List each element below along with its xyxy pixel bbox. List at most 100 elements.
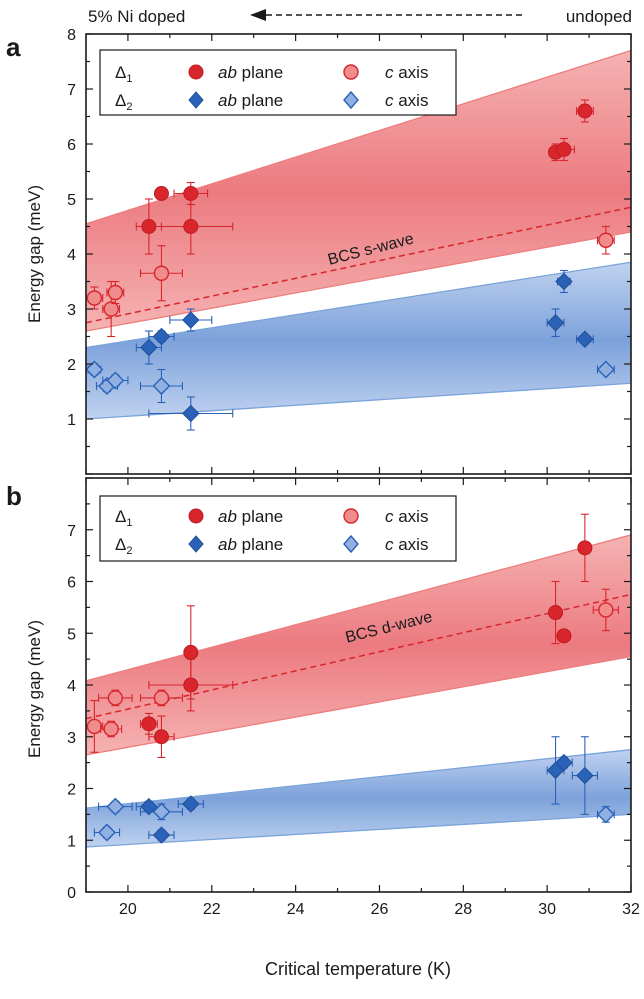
data-point-group bbox=[148, 715, 175, 759]
data-point-group bbox=[546, 308, 565, 338]
data-point-circle bbox=[183, 219, 199, 234]
delta2-band-upper-edge bbox=[86, 749, 631, 809]
data-point-diamond bbox=[106, 797, 125, 816]
data-point-circle bbox=[141, 716, 157, 732]
data-point-diamond bbox=[555, 272, 573, 291]
data-point-group bbox=[554, 753, 573, 772]
data-point-group bbox=[139, 802, 183, 821]
y-tick-label: 6 bbox=[67, 137, 76, 154]
data-point-diamond bbox=[182, 795, 200, 813]
legend-d2-c-label: c axis bbox=[385, 535, 428, 554]
data-point-group bbox=[93, 823, 121, 842]
legend-marker-d1-ab bbox=[188, 508, 204, 524]
data-point-diamond bbox=[106, 371, 125, 390]
y-tick-label: 7 bbox=[67, 82, 76, 99]
axis-ticks: 20 22 24 26 28 30 32 0 1 2 3 4 5 6 7 bbox=[67, 477, 640, 918]
delta1-band-lower-edge bbox=[86, 655, 631, 756]
y-tick-label: 1 bbox=[67, 412, 76, 429]
data-point-group bbox=[592, 588, 619, 632]
data-point-group bbox=[183, 605, 199, 700]
y-tick-label: 6 bbox=[67, 575, 76, 592]
data-point-group bbox=[98, 689, 133, 707]
legend-d2-ab-label: ab plane bbox=[218, 535, 283, 554]
delta1-band-lower-edge bbox=[86, 231, 631, 332]
data-point-group bbox=[148, 327, 175, 346]
data-point-group bbox=[139, 712, 158, 735]
y-tick-label: 3 bbox=[67, 730, 76, 747]
legend-marker-d2-c bbox=[343, 90, 359, 110]
data-point-group bbox=[555, 269, 573, 294]
legend-d2-c-label: c axis bbox=[385, 91, 428, 110]
data-point-diamond bbox=[97, 823, 116, 842]
doping-header: 5% Ni doped undoped bbox=[88, 7, 632, 26]
delta2-confidence-band bbox=[86, 749, 631, 847]
panel-b: b 20 22 24 26 28 30 32 0 1 2 3 4 5 6 7 Energy gap (meV… bbox=[6, 477, 640, 918]
y-tick-label: 0 bbox=[67, 885, 76, 902]
data-point-group bbox=[148, 826, 175, 844]
y-tick-label: 3 bbox=[67, 302, 76, 319]
data-point-circle bbox=[86, 718, 103, 735]
data-point-group bbox=[86, 360, 104, 379]
x-tick-label: 22 bbox=[203, 901, 221, 918]
legend-box bbox=[99, 49, 457, 116]
data-point-circle bbox=[598, 232, 614, 248]
delta2-band-upper-edge bbox=[86, 261, 631, 349]
delta2-confidence-band bbox=[86, 262, 631, 419]
x-tick-label: 20 bbox=[119, 901, 137, 918]
data-point-circle bbox=[556, 628, 572, 644]
delta1-band-upper-edge bbox=[86, 534, 631, 682]
data-point-diamond bbox=[546, 314, 565, 332]
legend-marker-d1-c bbox=[343, 64, 359, 80]
data-point-group bbox=[139, 689, 183, 707]
data-point-diamond bbox=[140, 338, 158, 357]
data-point-diamond bbox=[555, 753, 573, 772]
data-point-diamond bbox=[152, 802, 171, 821]
data-point-circle bbox=[103, 721, 119, 737]
legend-box bbox=[99, 495, 457, 562]
data-point-group bbox=[548, 580, 564, 645]
x-tick-label: 30 bbox=[538, 901, 556, 918]
y-tick-label: 2 bbox=[67, 357, 76, 374]
data-point-group bbox=[139, 368, 183, 404]
data-point-group bbox=[577, 513, 593, 583]
data-point-circle bbox=[548, 605, 564, 621]
x-tick-label: 26 bbox=[371, 901, 389, 918]
x-tick-label: 24 bbox=[287, 901, 305, 918]
y-tick-label: 5 bbox=[67, 192, 76, 209]
data-point-diamond bbox=[152, 826, 171, 844]
data-point-circle bbox=[86, 290, 103, 306]
data-point-group bbox=[575, 330, 594, 348]
data-point-group bbox=[106, 280, 125, 305]
data-point-diamond bbox=[152, 327, 171, 346]
legend-marker-d1-ab bbox=[188, 64, 204, 80]
legend-d1-ab-label: ab plane bbox=[218, 63, 283, 82]
data-point-circle bbox=[577, 103, 593, 119]
data-point-diamond bbox=[140, 797, 158, 816]
panel-b-frame bbox=[85, 477, 632, 893]
data-point-group bbox=[596, 360, 615, 379]
panel-b-letter: b bbox=[6, 481, 22, 511]
panel-a-ylabel: Energy gap (meV) bbox=[25, 185, 44, 323]
data-point-group bbox=[177, 795, 204, 813]
panel-a-legend: Δ1 Δ2 ab plane c axis ab plane c axis bbox=[99, 49, 457, 116]
data-point-circle bbox=[153, 265, 170, 281]
data-point-circle bbox=[183, 644, 199, 660]
data-point-group bbox=[596, 225, 615, 255]
data-point-diamond bbox=[596, 805, 615, 824]
data-point-group bbox=[552, 137, 575, 162]
legend-d1-c-label: c axis bbox=[385, 507, 428, 526]
header-right-label: undoped bbox=[566, 7, 632, 26]
data-point-circle bbox=[556, 142, 572, 157]
x-tick-label: 32 bbox=[622, 901, 640, 918]
legend-marker-d2-ab bbox=[188, 535, 204, 553]
bcs-theory-line bbox=[86, 206, 631, 324]
data-point-group bbox=[100, 720, 123, 738]
data-point-circle bbox=[153, 729, 169, 745]
panel-b-legend: Δ1 Δ2 ab plane c axis ab plane c axis bbox=[99, 495, 457, 562]
data-point-diamond bbox=[182, 311, 200, 329]
panel-a-plot: 1 2 3 4 5 6 7 8 bbox=[67, 27, 632, 475]
data-point-group bbox=[571, 736, 599, 815]
data-point-circle bbox=[107, 690, 124, 706]
